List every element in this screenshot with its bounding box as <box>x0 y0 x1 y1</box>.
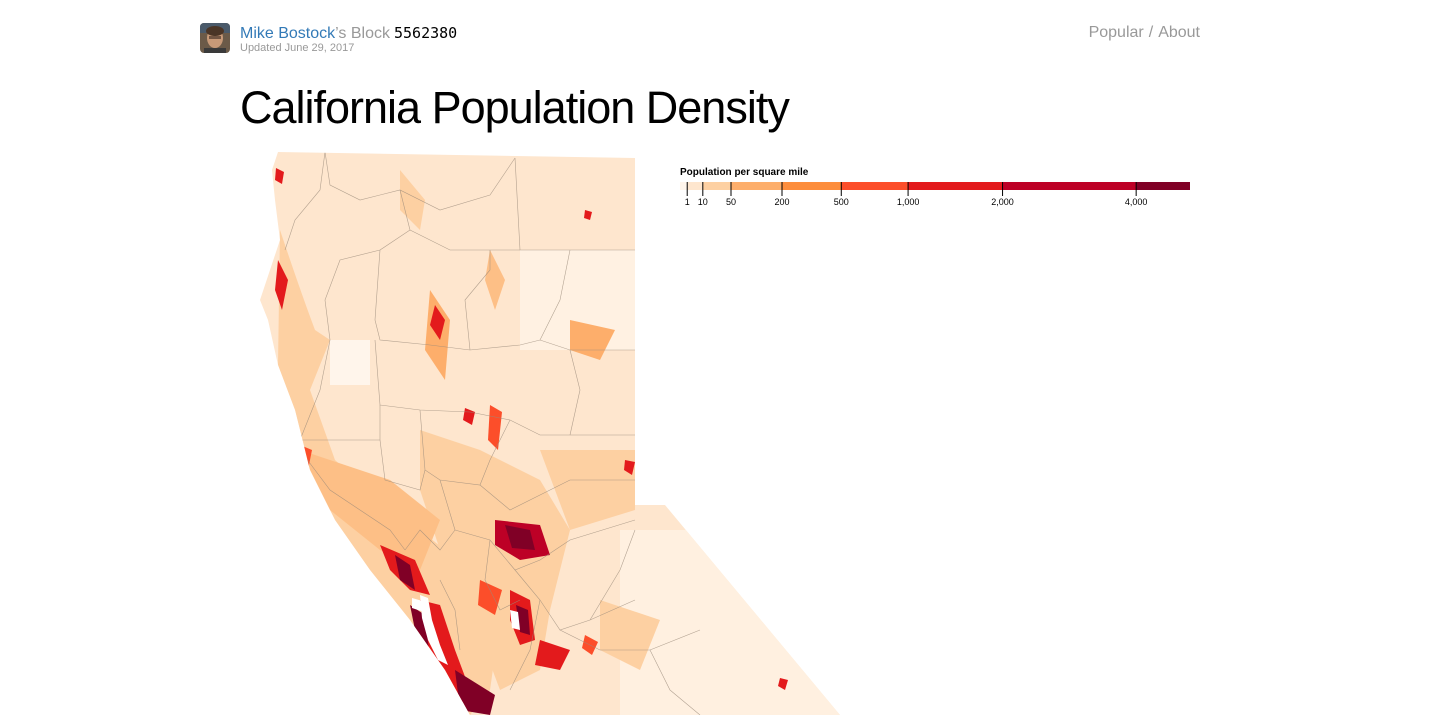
nav-about-link[interactable]: About <box>1158 24 1200 41</box>
nav-separator: / <box>1148 24 1154 41</box>
legend-swatch <box>1002 182 1137 190</box>
legend-swatch <box>731 182 782 190</box>
block-title: Mike Bostock’s Block 5562380 <box>240 24 457 43</box>
updated-date: Updated June 29, 2017 <box>240 42 355 54</box>
density-legend: Population per square mile 1 10 50 200 500 1,… <box>680 166 1200 216</box>
block-header: Mike Bostock’s Block 5562380 Updated June… <box>200 22 1200 58</box>
legend-title: Population per square mile <box>680 167 809 178</box>
legend-tick-label: 4,000 <box>1125 197 1148 207</box>
legend-tick-label: 50 <box>726 197 736 207</box>
legend-scale: 1 10 50 200 500 1,000 2,000 4,000 <box>680 182 1190 207</box>
legend-swatch <box>1136 182 1190 190</box>
legend-tick-label: 1,000 <box>897 197 920 207</box>
legend-tick-label: 10 <box>698 197 708 207</box>
page-title: California Population Density <box>240 82 790 133</box>
author-avatar[interactable] <box>200 23 230 53</box>
legend-tick-label: 500 <box>834 197 849 207</box>
legend-swatch <box>680 182 688 190</box>
population-density-map <box>240 150 940 715</box>
legend-tick-label: 200 <box>774 197 789 207</box>
legend-swatch <box>702 182 731 190</box>
legend-tick-label: 1 <box>685 197 690 207</box>
author-link[interactable]: Mike Bostock <box>240 25 336 42</box>
legend-tick-label: 2,000 <box>991 197 1014 207</box>
top-nav: Popular / About <box>1089 24 1200 42</box>
legend-swatch <box>687 182 703 190</box>
legend-swatch <box>908 182 1003 190</box>
nav-popular-link[interactable]: Popular <box>1088 24 1144 41</box>
block-suffix: ’s Block <box>335 25 390 42</box>
legend-swatch <box>782 182 842 190</box>
block-id: 5562380 <box>393 24 458 42</box>
legend-swatch <box>841 182 909 190</box>
